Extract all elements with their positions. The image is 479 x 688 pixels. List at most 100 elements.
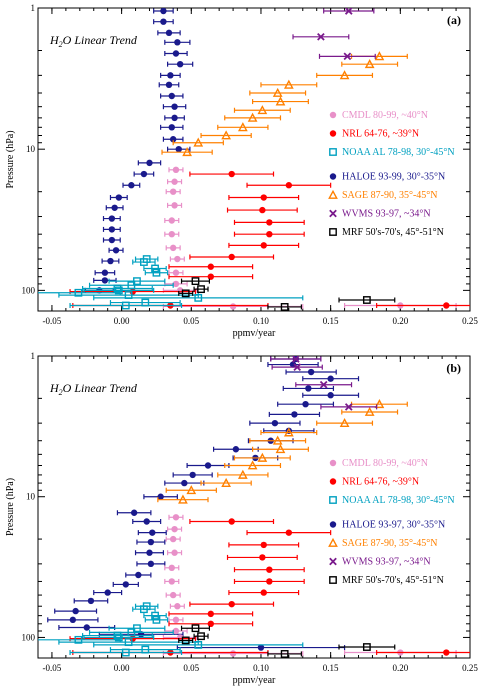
plot-frame (37, 355, 471, 659)
data-point (101, 269, 109, 276)
x-axis-label: ppmv/year (233, 675, 276, 686)
data-point (114, 633, 123, 642)
chart-panel-1: -0.05 0.00 0.05 0.10 0.15 0.20 0.25 1 10 100 ppmv/… (5, 3, 478, 339)
data-point (259, 206, 266, 214)
data-point (272, 87, 283, 97)
data-point (108, 215, 116, 222)
data-point (237, 122, 248, 132)
title-part: H (49, 33, 60, 47)
data-point (133, 277, 141, 286)
data-point (228, 600, 235, 608)
title-part: O Linear Trend (63, 33, 138, 47)
data-point (69, 616, 77, 624)
legend-marker (329, 459, 337, 467)
legend-marker (329, 496, 337, 504)
data-point (260, 541, 267, 549)
title-part: H (49, 381, 60, 395)
legend-entry: SAGE 87-90, 35°-45°N (342, 190, 438, 201)
x-tick-label: 0.25 (462, 316, 478, 326)
data-point (193, 137, 204, 147)
data-point (247, 460, 258, 470)
data-point (181, 479, 188, 487)
legend-entry: HALOE 93-99, 30°-35°N (342, 172, 445, 183)
data-point (327, 375, 334, 382)
data-point (364, 59, 375, 69)
data-point (362, 296, 371, 304)
series-2 (161, 51, 408, 157)
series-3 (292, 8, 376, 61)
x-tick-label: -0.05 (43, 316, 62, 326)
data-point (362, 643, 371, 651)
legend-marker (328, 537, 338, 547)
title-subscript: 2 (59, 388, 63, 397)
data-point (111, 204, 118, 211)
data-point (165, 81, 173, 89)
legend-entry: MRF 50's-70's, 45°-51°N (342, 575, 444, 586)
x-tick-label: 0.00 (114, 663, 130, 673)
series-6 (38, 602, 304, 657)
data-point (169, 136, 177, 143)
data-point (260, 589, 267, 596)
series-6 (38, 255, 304, 310)
data-point (114, 286, 123, 295)
data-point (207, 263, 214, 270)
data-point (171, 549, 178, 556)
data-point (189, 471, 196, 479)
legend-entry: CMDL 80-99, ~40°N (342, 458, 428, 469)
data-point (169, 188, 177, 195)
data-point (172, 280, 180, 288)
data-point (280, 303, 289, 311)
data-point (247, 112, 258, 122)
data-point (172, 50, 180, 57)
y-tick-label: 100 (22, 632, 36, 642)
legend-marker (328, 189, 338, 199)
panel-label: (a) (447, 13, 461, 27)
data-point (275, 96, 286, 106)
data-point (87, 597, 95, 605)
data-point (344, 8, 353, 15)
data-point (72, 607, 79, 615)
data-point (171, 114, 178, 122)
legend-entry: HALOE 93-97, 30°-35°N (342, 520, 445, 531)
data-point (197, 632, 205, 641)
data-point (169, 535, 177, 543)
data-point (152, 615, 161, 624)
data-point (143, 518, 150, 525)
data-point (307, 368, 315, 376)
x-tick-label: 0.20 (392, 316, 408, 326)
legend-marker (329, 130, 337, 137)
x-tick-label: 0.10 (253, 663, 269, 673)
series-7 (178, 277, 396, 311)
panel-label: (b) (446, 361, 461, 375)
legend-entry: NOAA AL 78-98, 30°-45°N (342, 495, 455, 506)
data-point (140, 258, 148, 266)
data-point (260, 194, 267, 201)
plot-frame (37, 7, 471, 312)
data-point (171, 103, 178, 110)
x-tick-label: 0.10 (253, 316, 269, 326)
data-point (275, 444, 286, 454)
data-point (171, 525, 178, 533)
data-point (194, 293, 203, 302)
data-point (172, 269, 180, 276)
data-point (343, 52, 352, 61)
legend-marker (329, 111, 337, 119)
data-point (289, 361, 297, 368)
data-point (266, 566, 273, 573)
x-tick-label: 0.25 (462, 663, 478, 673)
data-point (178, 494, 188, 504)
data-point (266, 219, 273, 226)
x-tick-label: 0.20 (392, 663, 408, 673)
chart-title: H2O Linear Trend (49, 33, 138, 49)
data-point (157, 493, 164, 500)
data-point (229, 303, 237, 310)
data-point (181, 636, 190, 645)
data-point (257, 644, 265, 651)
data-point (140, 170, 148, 178)
y-tick-label: 10 (26, 492, 36, 502)
data-point (101, 277, 109, 284)
data-point (229, 650, 237, 657)
legend-marker (329, 148, 337, 156)
data-point (176, 60, 184, 68)
data-point (121, 648, 130, 657)
